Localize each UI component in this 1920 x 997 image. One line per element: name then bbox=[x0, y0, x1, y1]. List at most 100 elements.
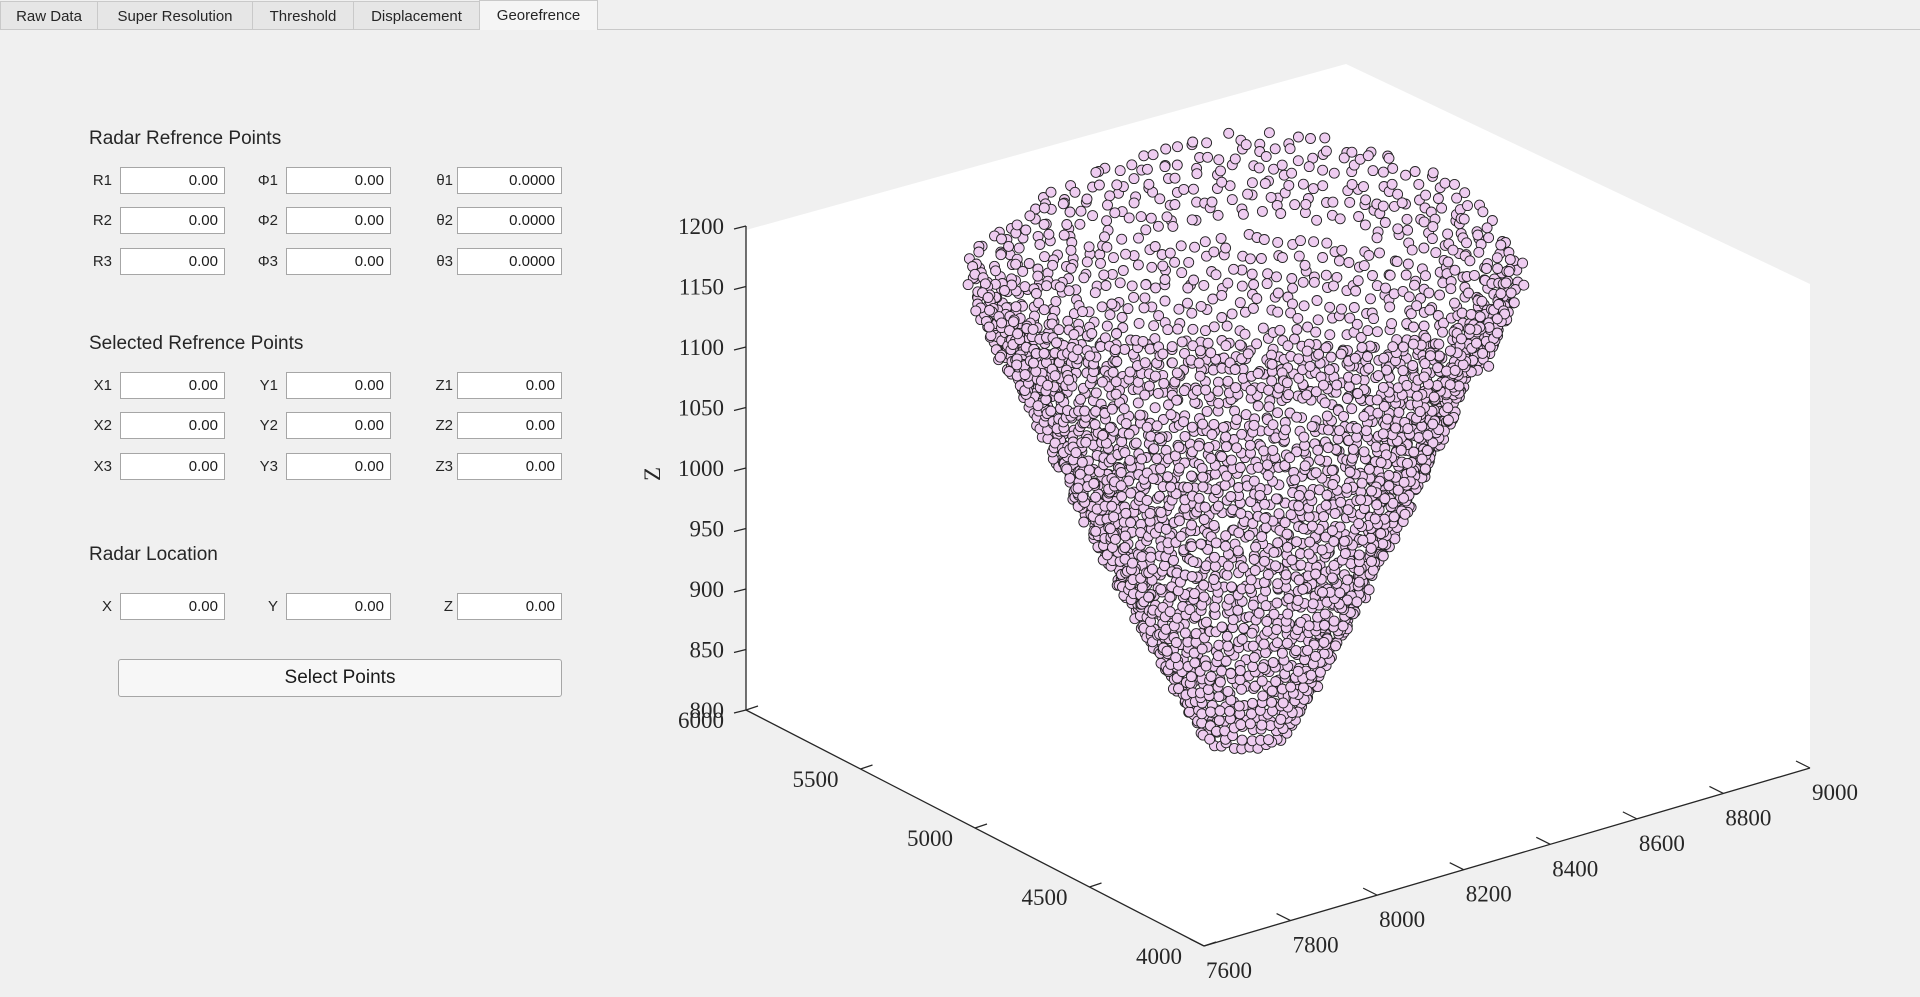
scatter-point bbox=[1324, 329, 1336, 341]
z2-field[interactable] bbox=[457, 412, 562, 439]
theta3-field[interactable] bbox=[457, 248, 562, 275]
tab-threshold[interactable]: Threshold bbox=[252, 1, 354, 29]
scatter-point bbox=[1210, 269, 1222, 281]
scatter-point bbox=[1137, 335, 1149, 347]
r1-field[interactable] bbox=[120, 167, 225, 194]
y3-field[interactable] bbox=[286, 453, 391, 480]
y2-field[interactable] bbox=[286, 412, 391, 439]
x2-field[interactable] bbox=[120, 412, 225, 439]
scatter-point bbox=[1034, 239, 1046, 250]
tab-displacement[interactable]: Displacement bbox=[353, 1, 480, 29]
scatter-point bbox=[1233, 527, 1245, 539]
scatter-point bbox=[1106, 500, 1118, 512]
radar-y-field[interactable] bbox=[286, 593, 391, 620]
scatter-point bbox=[1205, 671, 1217, 682]
scatter-point bbox=[1254, 489, 1266, 501]
tab-super-resolution[interactable]: Super Resolution bbox=[97, 1, 253, 29]
scatter-point bbox=[1281, 528, 1293, 540]
scatter-point bbox=[1090, 387, 1102, 399]
scatter-point bbox=[1162, 324, 1174, 336]
scatter-point bbox=[1319, 608, 1331, 620]
scatter-point bbox=[1518, 279, 1530, 291]
scatter-point bbox=[1119, 530, 1131, 542]
radar-z-field[interactable] bbox=[457, 593, 562, 620]
y1-label: Y1 bbox=[259, 377, 278, 394]
tab-raw-data[interactable]: Raw Data bbox=[0, 1, 98, 29]
scatter-point bbox=[1115, 467, 1127, 478]
scatter-point bbox=[1089, 287, 1101, 299]
scatter-point bbox=[1220, 655, 1232, 667]
scatter-point bbox=[1120, 507, 1132, 519]
y2-label: Y2 bbox=[259, 417, 278, 434]
scatter-point bbox=[1397, 365, 1409, 377]
z1-field[interactable] bbox=[457, 372, 562, 399]
r3-field[interactable] bbox=[120, 248, 225, 275]
scatter-point bbox=[1298, 431, 1310, 443]
scatter-point bbox=[990, 265, 1002, 277]
scatter-point bbox=[1406, 244, 1418, 256]
scatter-point bbox=[1250, 541, 1262, 553]
scatter-point bbox=[1318, 379, 1329, 391]
phi2-field[interactable] bbox=[286, 207, 391, 234]
scatter-point bbox=[1444, 345, 1456, 357]
scatter-point bbox=[1306, 520, 1318, 532]
scatter-point bbox=[1003, 240, 1015, 252]
scatter-point bbox=[1209, 551, 1220, 563]
scatter-point bbox=[1266, 696, 1278, 708]
scatter-point bbox=[1221, 569, 1233, 581]
scatter-point bbox=[1427, 167, 1439, 179]
scatter-point bbox=[1145, 551, 1157, 563]
tab-georefrence[interactable]: Georefrence bbox=[479, 0, 598, 30]
x1-field[interactable] bbox=[120, 372, 225, 399]
scatter-point bbox=[1351, 596, 1363, 608]
scatter-point bbox=[1042, 379, 1054, 391]
scatter-point bbox=[1109, 207, 1121, 219]
scatter-point bbox=[1293, 574, 1305, 586]
scatter-point bbox=[1462, 200, 1473, 212]
scatter-point bbox=[1320, 342, 1332, 354]
theta1-field[interactable] bbox=[457, 167, 562, 194]
scatter-point bbox=[1261, 278, 1273, 290]
scatter-point bbox=[1064, 472, 1076, 484]
scatter-point bbox=[1302, 644, 1313, 656]
scatter-point bbox=[1157, 348, 1169, 360]
scatter-point bbox=[1198, 514, 1210, 525]
scatter-point bbox=[1151, 453, 1163, 465]
r1-label: R1 bbox=[92, 172, 112, 189]
y1-field[interactable] bbox=[286, 372, 391, 399]
scatter-point bbox=[1081, 193, 1093, 205]
scatter-point bbox=[1144, 507, 1156, 519]
scatter-point bbox=[1413, 178, 1425, 190]
scatter-point bbox=[1140, 224, 1152, 236]
r2-field[interactable] bbox=[120, 207, 225, 234]
radar-x-field[interactable] bbox=[120, 593, 225, 620]
scatter-point bbox=[962, 279, 974, 291]
scatter-point bbox=[1127, 557, 1138, 569]
scatter-point bbox=[1481, 263, 1492, 274]
select-points-button[interactable]: Select Points bbox=[118, 659, 562, 697]
z-tick bbox=[733, 225, 747, 230]
scatter-point bbox=[1468, 269, 1480, 281]
phi1-field[interactable] bbox=[286, 167, 391, 194]
scatter-point bbox=[1424, 304, 1436, 316]
scatter-point bbox=[1246, 627, 1258, 639]
x-tick bbox=[1449, 862, 1464, 871]
z-tick-label: 1000 bbox=[678, 456, 724, 481]
scatter-point bbox=[1472, 229, 1484, 241]
scatter-point bbox=[1411, 390, 1423, 402]
scatter-point bbox=[1111, 356, 1123, 367]
theta2-field[interactable] bbox=[457, 207, 562, 234]
phi3-field[interactable] bbox=[286, 248, 391, 275]
scatter-point bbox=[1336, 303, 1347, 315]
scatter-point bbox=[1188, 274, 1200, 286]
scatter-point bbox=[1321, 237, 1333, 249]
scatter-point bbox=[1342, 574, 1353, 586]
scatter-point bbox=[1247, 518, 1259, 529]
scatter-point bbox=[1293, 250, 1305, 262]
x3-field[interactable] bbox=[120, 453, 225, 480]
scatter-point bbox=[1471, 337, 1482, 349]
z3-field[interactable] bbox=[457, 453, 562, 480]
scatter-point bbox=[1119, 542, 1131, 553]
plot-axes: 800 850 900 950 1000 1050 1100 1150 1200 4000 4500… bbox=[678, 214, 1858, 983]
